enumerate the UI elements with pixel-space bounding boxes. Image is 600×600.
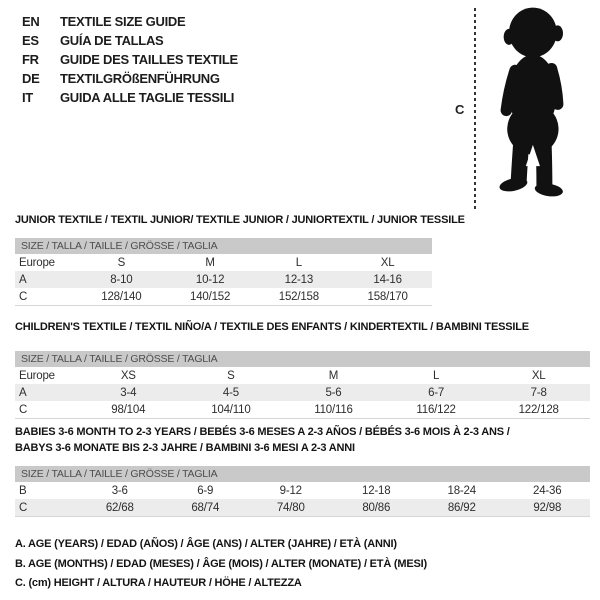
- table-cell: 6-9: [197, 484, 214, 497]
- height-dotted-line: [474, 8, 476, 209]
- table-cell: 9-12: [279, 484, 302, 497]
- table-cell: 6-7: [428, 386, 445, 399]
- height-measure-label: C: [455, 102, 465, 117]
- table-row: Europe S M L XL: [15, 254, 432, 271]
- guide-title: TEXTILGRÖßENFÜHRUNG: [60, 71, 220, 86]
- table-size-header: SIZE / TALLA / TAILLE / GRÖSSE / TAGLIA: [15, 466, 590, 482]
- size-table-babies: SIZE / TALLA / TAILLE / GRÖSSE / TAGLIA B…: [15, 466, 590, 517]
- row-label: Europe: [19, 256, 55, 269]
- language-row: EN TEXTILE SIZE GUIDE: [22, 12, 238, 31]
- section-title-line: BABIES 3-6 MONTH TO 2-3 YEARS / BEBÉS 3-…: [15, 426, 510, 438]
- table-cell: 158/170: [367, 290, 408, 303]
- language-code: ES: [22, 33, 39, 48]
- language-code: EN: [22, 14, 40, 29]
- table-cell: 122/128: [518, 403, 559, 416]
- table-cell: 110/116: [314, 403, 353, 416]
- height-figure: C: [452, 4, 592, 216]
- table-cell: 8-10: [110, 273, 133, 286]
- table-cell: XS: [120, 369, 136, 382]
- table-cell: 14-16: [373, 273, 402, 286]
- table-cell: 12-18: [362, 484, 391, 497]
- table-cell: 24-36: [533, 484, 562, 497]
- section-title-line: BABYS 3-6 MONATE BIS 2-3 JAHRE / BAMBINI…: [15, 442, 355, 454]
- section-title-line: JUNIOR TEXTILE / TEXTIL JUNIOR/ TEXTILE …: [15, 214, 465, 226]
- legend-item-c: C. (cm) HEIGHT / ALTURA / HAUTEUR / HÖHE…: [15, 577, 302, 589]
- row-label: C: [19, 403, 28, 416]
- toddler-silhouette-icon: [499, 7, 564, 197]
- table-row: C 128/140 140/152 152/158 158/170: [15, 288, 432, 305]
- language-row: DE TEXTILGRÖßENFÜHRUNG: [22, 69, 238, 88]
- table-cell: 104/110: [211, 403, 251, 416]
- table-cell: 74/80: [276, 501, 305, 514]
- table-cell: L: [432, 369, 440, 382]
- table-cell: 4-5: [222, 386, 239, 399]
- table-row: A 8-10 10-12 12-13 14-16: [15, 271, 432, 288]
- row-label: C: [19, 501, 28, 514]
- table-cell: XL: [380, 256, 395, 269]
- section-title-line: CHILDREN'S TEXTILE / TEXTIL NIÑO/A / TEX…: [15, 321, 529, 333]
- section-title-babies: BABIES 3-6 MONTH TO 2-3 YEARS / BEBÉS 3-…: [15, 424, 510, 456]
- row-label: Europe: [19, 369, 55, 382]
- table-cell: 12-13: [284, 273, 314, 286]
- table-cell: 152/158: [278, 290, 319, 303]
- table-cell: 92/98: [533, 501, 562, 514]
- table-cell: 3-6: [111, 484, 128, 497]
- table-cell: M: [328, 369, 339, 382]
- row-label: B: [19, 484, 27, 497]
- guide-title: TEXTILE SIZE GUIDE: [60, 14, 186, 29]
- table-cell: S: [117, 256, 126, 269]
- language-row: ES GUÍA DE TALLAS: [22, 31, 238, 50]
- language-code: DE: [22, 71, 40, 86]
- table-cell: 140/152: [190, 290, 231, 303]
- table-cell: 7-8: [530, 386, 547, 399]
- size-table-junior: SIZE / TALLA / TAILLE / GRÖSSE / TAGLIA E…: [15, 238, 432, 306]
- row-label: C: [19, 290, 28, 303]
- language-row: IT GUIDA ALLE TAGLIE TESSILI: [22, 88, 238, 107]
- legend-item-a: A. AGE (YEARS) / EDAD (AÑOS) / ÂGE (ANS)…: [15, 538, 397, 550]
- section-title-children: CHILDREN'S TEXTILE / TEXTIL NIÑO/A / TEX…: [15, 319, 529, 335]
- legend: A. AGE (YEARS) / EDAD (AÑOS) / ÂGE (ANS)…: [15, 535, 427, 594]
- row-label: A: [19, 386, 27, 399]
- table-cell: 86/92: [447, 501, 476, 514]
- table-row: C 98/104 104/110 110/116 116/122 122/128: [15, 401, 590, 418]
- table-cell: 10-12: [195, 273, 225, 286]
- table-cell: 18-24: [447, 484, 477, 497]
- row-label: A: [19, 273, 27, 286]
- size-table-children: SIZE / TALLA / TAILLE / GRÖSSE / TAGLIA E…: [15, 351, 590, 419]
- table-cell: 5-6: [325, 386, 342, 399]
- table-row: C 62/68 68/74 74/80 80/86 86/92 92/98: [15, 499, 590, 516]
- language-list: EN TEXTILE SIZE GUIDE ES GUÍA DE TALLAS …: [22, 12, 238, 107]
- table-cell: 116/122: [416, 403, 456, 416]
- table-row: Europe XS S M L XL: [15, 367, 590, 384]
- guide-title: GUIDA ALLE TAGLIE TESSILI: [60, 90, 235, 105]
- table-row: A 3-4 4-5 5-6 6-7 7-8: [15, 384, 590, 401]
- language-row: FR GUIDE DES TAILLES TEXTILE: [22, 50, 238, 69]
- table-row: B 3-6 6-9 9-12 12-18 18-24 24-36: [15, 482, 590, 499]
- table-cell: 80/86: [362, 501, 391, 514]
- table-cell: M: [205, 256, 215, 269]
- language-code: FR: [22, 52, 39, 67]
- table-size-header: SIZE / TALLA / TAILLE / GRÖSSE / TAGLIA: [15, 351, 590, 367]
- guide-title: GUIDE DES TAILLES TEXTILE: [60, 52, 238, 67]
- table-cell: 128/140: [101, 290, 142, 303]
- section-title-junior: JUNIOR TEXTILE / TEXTIL JUNIOR/ TEXTILE …: [15, 212, 465, 228]
- guide-title: GUÍA DE TALLAS: [60, 33, 164, 48]
- table-cell: 62/68: [105, 501, 134, 514]
- table-cell: L: [295, 256, 302, 269]
- table-cell: XL: [531, 369, 546, 382]
- table-cell: 68/74: [191, 501, 220, 514]
- table-cell: S: [227, 369, 235, 382]
- table-cell: 98/104: [111, 403, 146, 416]
- legend-item-b: B. AGE (MONTHS) / EDAD (MESES) / ÂGE (MO…: [15, 557, 427, 570]
- table-size-header: SIZE / TALLA / TAILLE / GRÖSSE / TAGLIA: [15, 238, 432, 254]
- table-cell: 3-4: [120, 386, 137, 399]
- language-code: IT: [22, 90, 33, 105]
